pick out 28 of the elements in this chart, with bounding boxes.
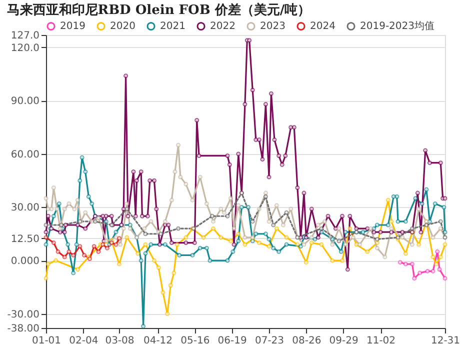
x-tick-label: 12-31 <box>430 336 460 346</box>
x-tick-label: 07-23 <box>254 336 284 346</box>
y-tick-label: 60.00 <box>10 149 40 160</box>
x-tick-label: 02-04 <box>69 336 98 346</box>
x-tick-label: 01-01 <box>32 336 62 346</box>
y-tick-label: 127.0 <box>10 30 40 42</box>
y-tick-label: -38.00 <box>7 324 40 334</box>
x-tick-label: 06-19 <box>218 336 247 346</box>
x-tick-label: 11-02 <box>366 336 396 346</box>
y-tick-label: 90.00 <box>10 96 40 108</box>
y-tick-label: 0.000 <box>10 256 40 268</box>
y-tick-label: -30.00 <box>7 309 40 320</box>
y-tick-label: 30.00 <box>10 202 40 214</box>
legend-label: 2019-2023均值 <box>360 20 435 32</box>
x-tick-label: 05-16 <box>180 336 210 346</box>
legend-label: 2019 <box>60 21 86 32</box>
y-tick-label: 12.50 <box>10 234 40 245</box>
x-tick-label: 09-29 <box>329 336 358 346</box>
legend-label: 2024 <box>310 21 336 32</box>
legend-label: 2021 <box>160 21 186 32</box>
legend-label: 2020 <box>110 21 136 32</box>
legend-label: 2022 <box>210 21 236 32</box>
x-tick-label: 04-12 <box>143 336 173 346</box>
x-tick-label: 08-26 <box>292 336 322 346</box>
y-tick-label: 120.0 <box>10 42 40 54</box>
legend-label: 2023 <box>260 21 286 32</box>
x-tick-label: 03-08 <box>105 336 134 346</box>
chart-title: 马来西亚和印尼RBD Olein FOB 价差（美元/吨） <box>6 2 311 18</box>
